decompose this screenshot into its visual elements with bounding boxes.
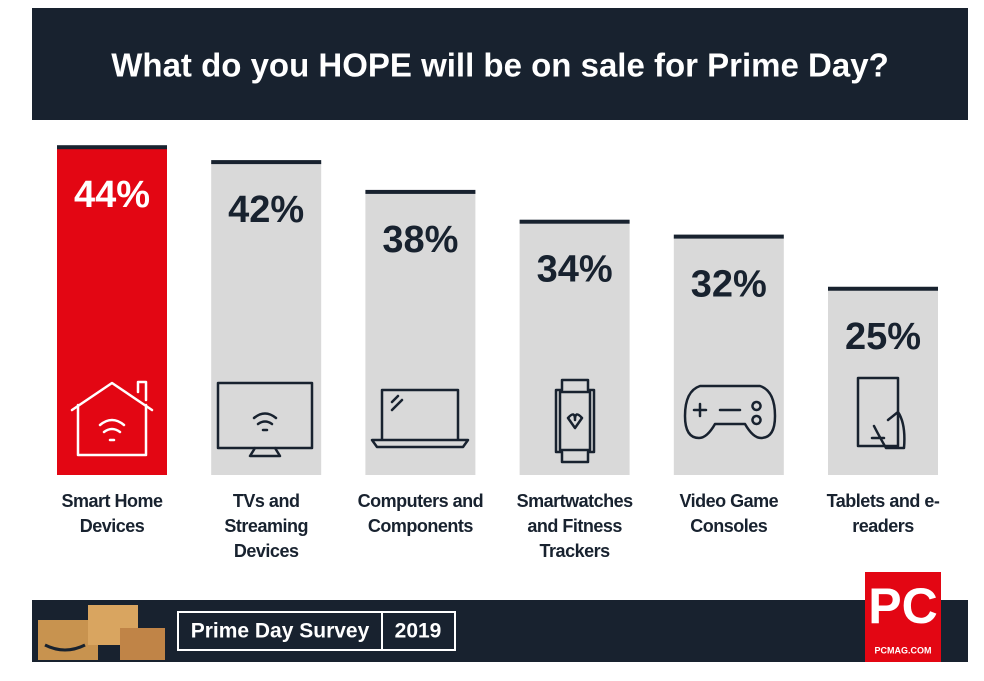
survey-label: Prime Day Survey: [191, 620, 370, 643]
pc-logo-text: PC: [868, 578, 937, 634]
pc-logo: [865, 572, 941, 662]
category-icon: [554, 378, 596, 464]
category-label: Computers and Components: [357, 491, 484, 536]
bar-cap: [365, 189, 476, 194]
category-icon: [70, 380, 154, 457]
footer-band: [32, 600, 968, 662]
chart-title: What do you HOPE will be on sale for Pri…: [111, 47, 888, 84]
category-label: Smartwatches and Fitness Trackers: [516, 491, 634, 561]
category-icon: [216, 381, 314, 458]
category-label: Smart Home Devices: [61, 491, 163, 536]
value-label: 38%: [382, 219, 458, 261]
value-label: 25%: [845, 316, 921, 358]
category-icon: [683, 384, 777, 440]
survey-year: 2019: [395, 620, 442, 643]
header-band: [32, 8, 968, 120]
value-label: 42%: [228, 189, 304, 231]
boxes-icon: [38, 605, 165, 660]
pc-site: PCMAG.COM: [875, 645, 932, 655]
bar-cap: [519, 219, 630, 224]
value-label: 44%: [74, 174, 150, 216]
survey-box: [177, 611, 456, 651]
category-label: Video Game Consoles: [679, 491, 779, 536]
bar-cap: [828, 286, 938, 291]
value-label: 34%: [537, 249, 613, 291]
category-icon: [856, 376, 906, 450]
bar-cap: [211, 160, 322, 165]
category-label: Tablets and e-readers: [826, 491, 940, 536]
value-label: 32%: [691, 264, 767, 306]
category-label: TVs and Streaming Devices: [224, 491, 308, 561]
category-icon: [370, 388, 470, 449]
bar-cap: [57, 145, 167, 150]
bar-cap: [673, 234, 784, 239]
bar: [519, 221, 630, 475]
